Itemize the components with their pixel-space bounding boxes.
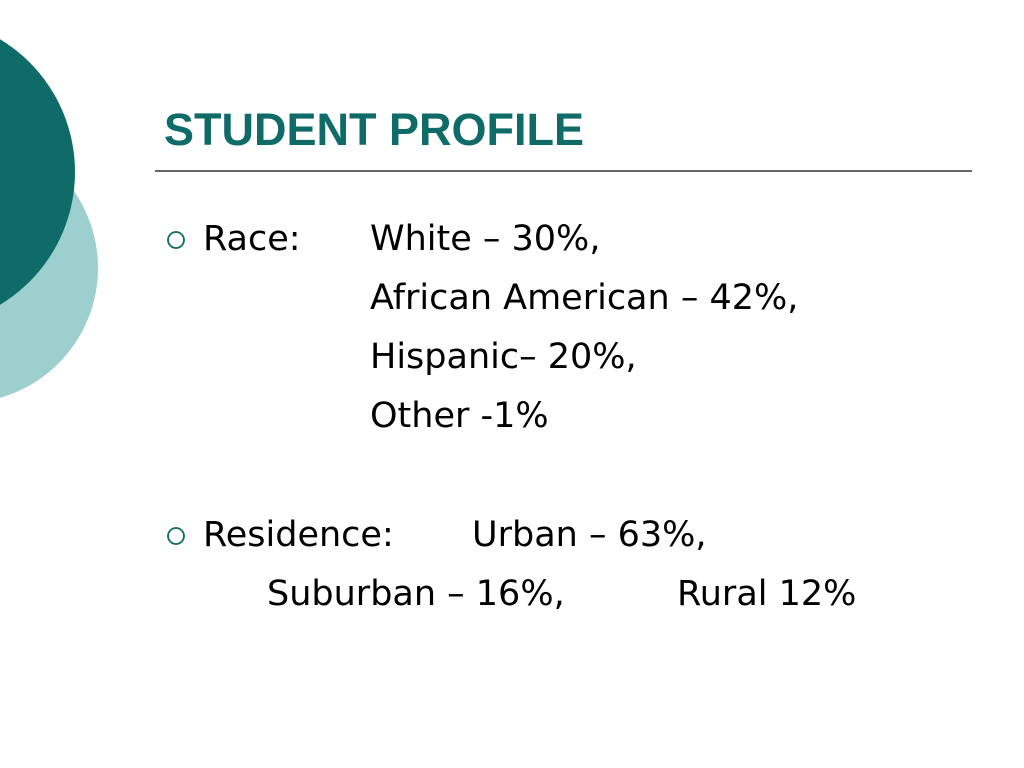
bullet-item: Rural 12% xyxy=(677,574,856,614)
title: STUDENT PROFILE xyxy=(164,104,584,155)
bullet-item: Suburban – 16%, xyxy=(267,574,565,614)
bullet-item: African American – 42%, xyxy=(370,278,798,318)
bullet-label: Residence: xyxy=(203,515,394,555)
bullet-item: Hispanic– 20%, xyxy=(370,337,637,377)
bullet-item: Urban – 63%, xyxy=(472,515,707,555)
bullet-label: Race: xyxy=(203,219,301,259)
bullet-item: Other -1% xyxy=(370,396,549,436)
bullet xyxy=(167,231,185,249)
bullet-item: White – 30%, xyxy=(370,219,600,259)
bullet xyxy=(167,527,185,545)
dark-circle xyxy=(0,39,75,305)
